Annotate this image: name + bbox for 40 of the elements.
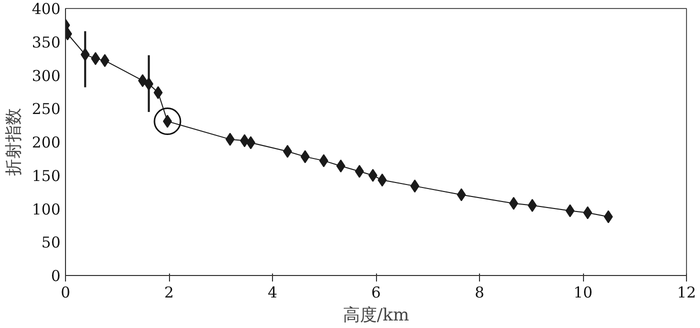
x-tick-label: 6	[371, 284, 381, 302]
y-tick-label: 50	[41, 234, 61, 252]
x-tick-label: 4	[268, 284, 278, 302]
point	[154, 86, 163, 100]
point	[283, 144, 292, 158]
point	[80, 48, 90, 62]
x-tick-label: 8	[474, 284, 484, 302]
point	[100, 54, 110, 68]
x-tick-label: 10	[573, 284, 593, 302]
point	[566, 204, 575, 218]
point	[336, 160, 346, 173]
point	[319, 154, 328, 168]
y-tick-label: 200	[32, 134, 61, 152]
point	[583, 206, 592, 220]
point	[410, 180, 420, 193]
x-tick-label: 12	[676, 284, 696, 302]
point	[226, 132, 235, 146]
y-tick-label: 0	[50, 267, 61, 285]
point	[91, 52, 100, 66]
point	[604, 210, 613, 224]
point	[456, 188, 466, 202]
x-tick-label: 2	[164, 284, 174, 302]
point	[240, 134, 250, 148]
point	[246, 136, 256, 150]
y-tick-label: 350	[32, 33, 61, 52]
y-tick-label: 150	[32, 166, 61, 185]
point	[138, 74, 148, 88]
point	[368, 168, 378, 182]
point	[509, 196, 518, 210]
y-tick-label: 400	[32, 0, 61, 18]
x-axis-title: 高度/km	[342, 306, 410, 326]
point	[528, 198, 537, 212]
point	[300, 150, 310, 164]
point	[354, 164, 364, 178]
point	[378, 174, 387, 187]
y-tick-label: 250	[32, 100, 61, 118]
y-axis-title: 折射指数	[4, 108, 24, 176]
point	[144, 77, 154, 90]
y-tick-label: 300	[32, 66, 61, 85]
y-tick-label: 100	[32, 200, 61, 218]
